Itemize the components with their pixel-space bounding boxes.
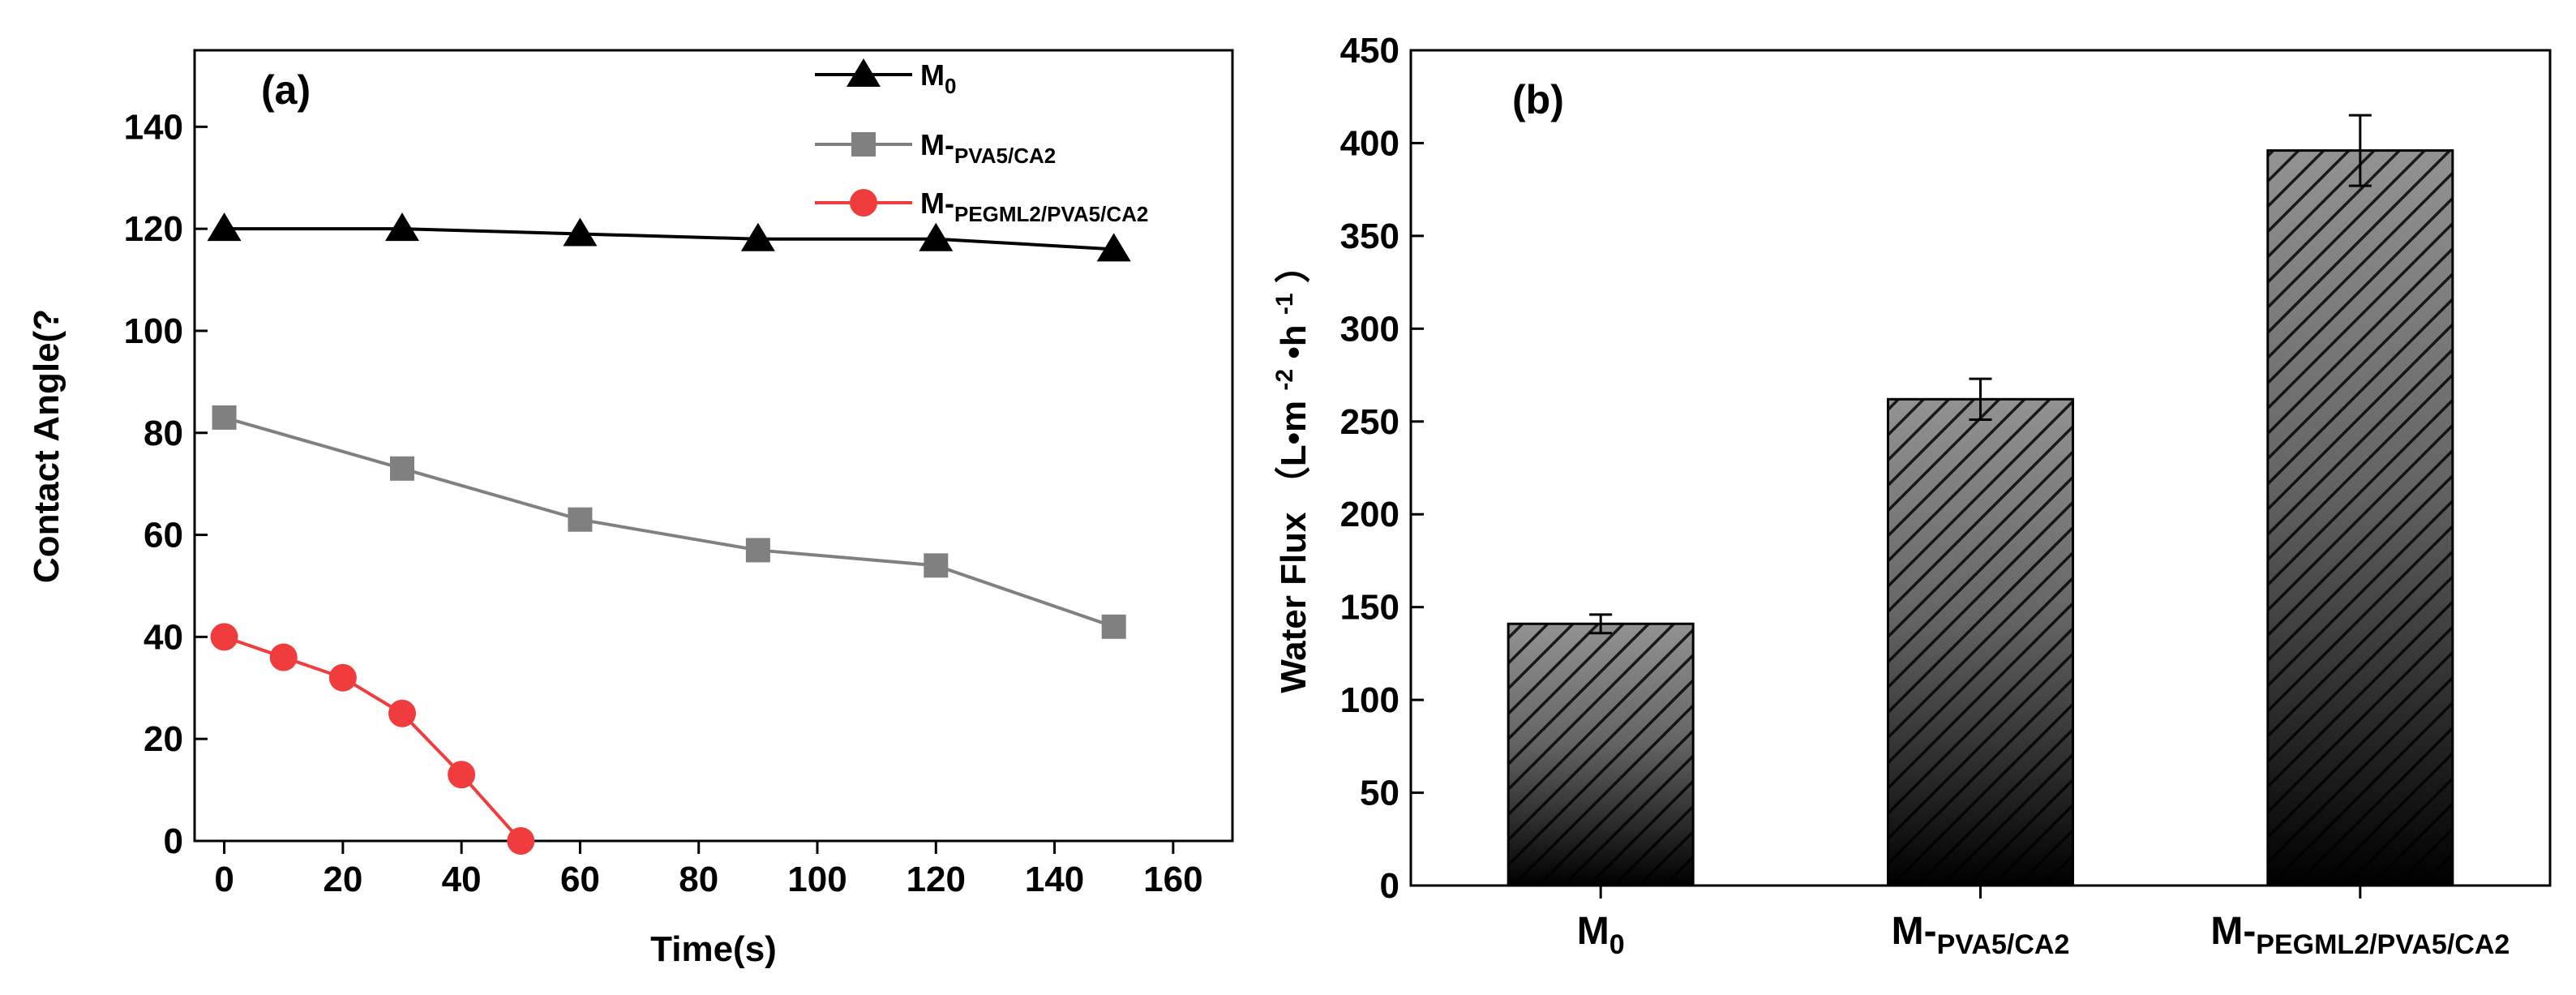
x-axis-label: Time(s): [650, 929, 777, 969]
data-point: [207, 212, 242, 242]
data-point: [919, 222, 954, 251]
y-axis-label: Water Flux （L•m -2 •h -1 ）: [1261, 247, 1314, 693]
legend-entry: M-PEGML2/PVA5/CA2: [920, 187, 1148, 226]
data-point: [212, 405, 237, 430]
bar-shade: [1888, 399, 2073, 886]
y-tick-label: 50: [1360, 774, 1399, 813]
y-tick-label: 350: [1340, 217, 1399, 256]
panel-label: (a): [261, 67, 311, 113]
data-point: [1101, 614, 1126, 639]
legend-entry-main: M-: [920, 187, 954, 220]
data-point: [210, 623, 238, 651]
series-line: [224, 415, 1115, 628]
data-point: [563, 217, 598, 247]
y-tick-label: 300: [1340, 309, 1399, 349]
bar-shade: [2267, 150, 2453, 886]
y-tick-label: 0: [1380, 866, 1399, 906]
category-label-main: M-: [2210, 910, 2256, 953]
legend-entry-sub: 0: [945, 74, 956, 98]
data-point: [745, 538, 770, 563]
data-point: [740, 222, 775, 251]
x-tick-label: 20: [323, 860, 362, 899]
y-axis-label-mid: •h: [1274, 324, 1314, 358]
y-tick-label: 150: [1340, 588, 1399, 628]
y-tick-label: 100: [1340, 680, 1399, 720]
y-tick-label: 120: [124, 209, 183, 249]
data-point: [269, 643, 298, 671]
y-axis-label-unit: （L•m: [1274, 401, 1314, 502]
series-layer: [207, 212, 1131, 855]
category-label: M-PVA5/CA2: [1892, 910, 2070, 960]
data-point: [1096, 233, 1131, 262]
data-point: [507, 827, 535, 855]
data-point: [568, 507, 593, 532]
category-label-sub: PVA5/CA2: [1937, 929, 2070, 960]
y-tick-label: 140: [124, 107, 183, 147]
y-tick-label: 0: [164, 821, 183, 861]
y-axis-ticks: 0 20 40 60 80 100 120 140: [124, 107, 208, 861]
panel-label: (b): [1512, 77, 1564, 122]
category-label-sub: 0: [1609, 929, 1625, 960]
x-tick-label: 60: [560, 860, 600, 899]
y-tick-label: 250: [1340, 402, 1399, 442]
category-label-sub: PEGML2/PVA5/CA2: [2256, 929, 2510, 960]
series-line: [224, 227, 1114, 251]
plot-frame: [193, 49, 1234, 843]
y-tick-label: 400: [1340, 123, 1399, 163]
x-tick-label: 160: [1143, 860, 1202, 899]
legend-marker: [850, 189, 877, 217]
bars-layer: [1507, 114, 2454, 887]
data-point: [385, 212, 419, 242]
x-tick-label: 40: [442, 860, 482, 899]
series-line: [223, 635, 522, 843]
y-tick-label: 60: [144, 516, 183, 555]
x-tick-label: 80: [679, 860, 718, 899]
legend-entry-sub: PEGML2/PVA5/CA2: [954, 202, 1148, 226]
y-axis-label-main: Water Flux: [1274, 512, 1314, 693]
bar-shade: [1508, 624, 1694, 886]
x-tick-label: 140: [1025, 860, 1084, 899]
y-axis-label-close: ）: [1274, 247, 1314, 283]
y-tick-label: 40: [144, 617, 183, 657]
legend-marker: [847, 58, 881, 87]
y-tick-label: 450: [1340, 31, 1399, 71]
legend-entry-main: M-: [920, 128, 954, 161]
y-axis-ticks: 0 50 100 150 200 250 300 350 400 450: [1340, 31, 1424, 906]
x-axis-ticks: 0 20 40 60 80 100 120 140 160: [214, 841, 1203, 899]
category-label: M-PEGML2/PVA5/CA2: [2210, 910, 2510, 960]
legend-entry: M0: [920, 58, 956, 98]
y-tick-label: 200: [1340, 495, 1399, 534]
x-tick-label: 100: [787, 860, 847, 899]
contact-angle-chart: 0 20 40 60 80 100 120 140 0 20 40 60 80 100 120 140 160…: [27, 49, 1234, 969]
x-tick-label: 120: [907, 860, 966, 899]
data-point: [448, 761, 476, 789]
legend-marker: [851, 132, 876, 157]
category-label: M0: [1577, 910, 1625, 960]
category-labels: M0 M-PVA5/CA2 M-PEGML2/PVA5/CA2: [1577, 886, 2510, 960]
data-point: [328, 663, 357, 692]
data-point: [924, 553, 949, 578]
legend-entry: M-PVA5/CA2: [920, 128, 1056, 168]
legend-entry-main: M: [920, 58, 945, 92]
category-label-main: M: [1577, 910, 1609, 953]
y-tick-label: 100: [124, 311, 183, 351]
category-label-main: M-: [1892, 910, 1937, 953]
data-point: [388, 699, 416, 727]
x-tick-label: 0: [214, 860, 234, 899]
y-axis-label-exp2: -1: [1271, 293, 1298, 315]
legend-entry-sub: PVA5/CA2: [954, 144, 1056, 168]
y-axis-label-exp1: -2: [1271, 369, 1298, 391]
y-tick-label: 20: [144, 719, 183, 759]
y-axis-label: Contact Angle(?: [27, 309, 66, 583]
data-point: [390, 456, 414, 481]
y-tick-label: 80: [144, 414, 183, 453]
